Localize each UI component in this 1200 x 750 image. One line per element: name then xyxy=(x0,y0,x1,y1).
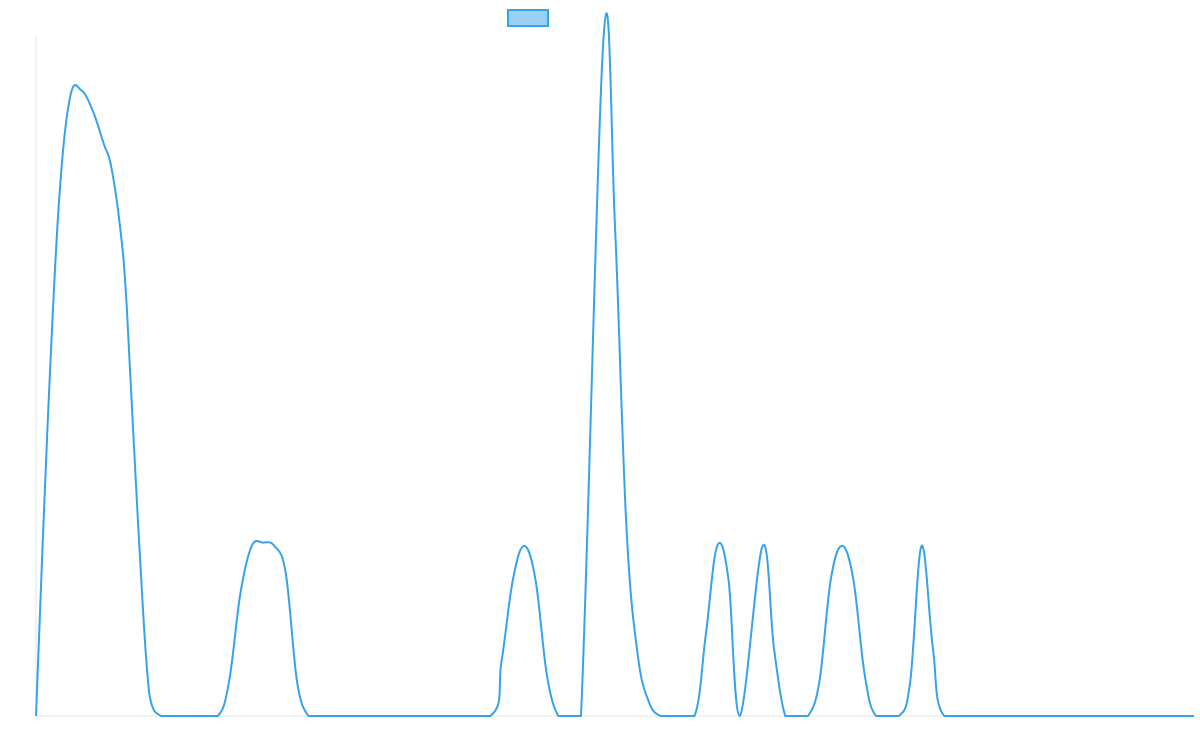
data-point[interactable] xyxy=(101,142,107,148)
series-layer xyxy=(33,12,1197,719)
data-point[interactable] xyxy=(498,659,504,665)
data-point[interactable] xyxy=(147,693,153,699)
data-point[interactable] xyxy=(691,713,697,719)
data-point[interactable] xyxy=(782,713,788,719)
data-point[interactable] xyxy=(215,713,221,719)
data-point[interactable] xyxy=(760,543,766,549)
data-point[interactable] xyxy=(419,713,425,719)
data-point[interactable] xyxy=(850,577,856,583)
data-point[interactable] xyxy=(646,699,652,705)
data-point[interactable] xyxy=(351,713,357,719)
data-point[interactable] xyxy=(117,223,123,229)
data-point[interactable] xyxy=(67,94,73,100)
data-point[interactable] xyxy=(919,543,925,549)
data-point[interactable] xyxy=(907,679,913,685)
data-point[interactable] xyxy=(374,713,380,719)
data-point[interactable] xyxy=(192,713,198,719)
legend-swatch[interactable] xyxy=(507,9,549,27)
data-point[interactable] xyxy=(294,679,300,685)
data-point[interactable] xyxy=(260,540,266,546)
data-point[interactable] xyxy=(271,543,277,549)
data-point[interactable] xyxy=(487,713,493,719)
data-point[interactable] xyxy=(56,203,62,209)
data-point[interactable] xyxy=(601,33,607,39)
data-point[interactable] xyxy=(1191,713,1197,719)
data-point[interactable] xyxy=(623,523,629,529)
data-point[interactable] xyxy=(135,523,141,529)
data-point[interactable] xyxy=(555,713,561,719)
data-point[interactable] xyxy=(33,713,39,719)
data-point[interactable] xyxy=(657,713,663,719)
data-point[interactable] xyxy=(873,713,879,719)
data-point[interactable] xyxy=(44,427,50,433)
data-point[interactable] xyxy=(669,713,675,719)
data-point[interactable] xyxy=(794,713,800,719)
legend[interactable] xyxy=(507,9,549,27)
series-line-0[interactable] xyxy=(35,12,1194,718)
data-point[interactable] xyxy=(896,713,902,719)
data-point[interactable] xyxy=(805,713,811,719)
data-point[interactable] xyxy=(737,713,743,719)
data-point[interactable] xyxy=(533,577,539,583)
data-point[interactable] xyxy=(612,223,618,229)
data-point[interactable] xyxy=(714,543,720,549)
data-point[interactable] xyxy=(828,577,834,583)
data-point[interactable] xyxy=(521,543,527,549)
data-point[interactable] xyxy=(544,672,550,678)
data-point[interactable] xyxy=(226,679,232,685)
data-point[interactable] xyxy=(567,713,573,719)
data-point[interactable] xyxy=(249,543,255,549)
data-point[interactable] xyxy=(78,87,84,93)
data-point[interactable] xyxy=(726,577,732,583)
data-point[interactable] xyxy=(635,652,641,658)
data-point[interactable] xyxy=(510,577,516,583)
data-point[interactable] xyxy=(328,713,334,719)
data-point[interactable] xyxy=(108,162,114,168)
data-point[interactable] xyxy=(578,713,584,719)
data-point[interactable] xyxy=(1032,713,1038,719)
data-point[interactable] xyxy=(862,672,868,678)
data-point[interactable] xyxy=(930,645,936,651)
data-point[interactable] xyxy=(839,543,845,549)
data-point[interactable] xyxy=(237,591,243,597)
data-point[interactable] xyxy=(987,713,993,719)
data-point[interactable] xyxy=(941,713,947,719)
data-point[interactable] xyxy=(124,305,130,311)
data-point[interactable] xyxy=(305,713,311,719)
data-point[interactable] xyxy=(816,679,822,685)
data-point[interactable] xyxy=(158,713,164,719)
data-point[interactable] xyxy=(169,713,175,719)
data-point[interactable] xyxy=(90,108,96,114)
data-point[interactable] xyxy=(771,645,777,651)
data-point[interactable] xyxy=(703,631,709,637)
data-point[interactable] xyxy=(283,570,289,576)
data-point[interactable] xyxy=(317,713,323,719)
